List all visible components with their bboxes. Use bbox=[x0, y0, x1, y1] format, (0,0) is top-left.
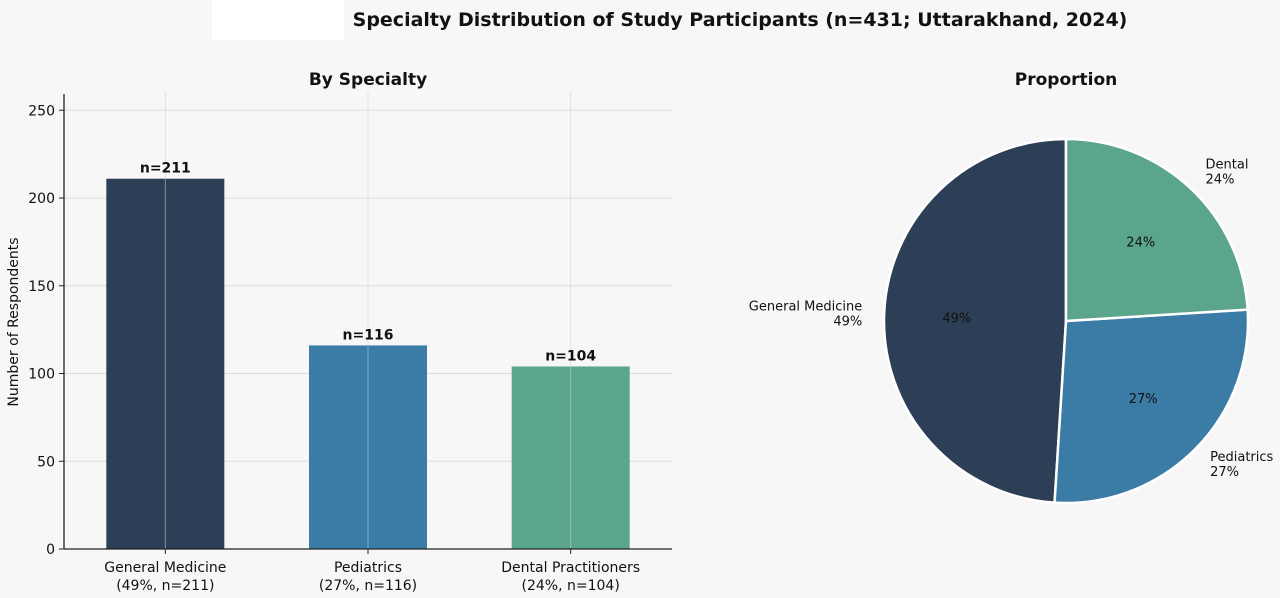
y-tick-label: 50 bbox=[37, 454, 55, 470]
y-tick-label: 250 bbox=[28, 103, 55, 119]
pie-outer-pct: 27% bbox=[1210, 465, 1239, 480]
pie-slice bbox=[1053, 308, 1250, 505]
pie-outer-label: Dental bbox=[1206, 157, 1249, 172]
pie-slice bbox=[882, 137, 1068, 504]
bar-chart: By Specialty Number of Respondents 0 50 10… bbox=[6, 70, 672, 594]
pie-labels: 49%General Medicine49%27%Pediatrics27%24… bbox=[749, 157, 1274, 480]
bar-xticks: General Medicine (49%, n=211) Pediatrics (2… bbox=[104, 549, 640, 594]
title-background-patch bbox=[212, 0, 344, 40]
bar-chart-ylabel: Number of Respondents bbox=[6, 237, 22, 406]
y-tick-label: 100 bbox=[28, 367, 55, 383]
bar-vgrid bbox=[164, 92, 572, 549]
pie-slice bbox=[1064, 137, 1249, 323]
bar-data-label: n=104 bbox=[545, 348, 596, 364]
pie-chart: Proportion 49%General Medicine49%27%Pedi… bbox=[749, 70, 1274, 505]
pie-pct-label: 24% bbox=[1126, 235, 1155, 250]
x-tick-sublabel: (24%, n=104) bbox=[522, 578, 620, 594]
y-tick-label: 200 bbox=[28, 191, 55, 207]
y-tick-label: 0 bbox=[46, 542, 55, 558]
bar-data-label: n=211 bbox=[140, 161, 191, 177]
x-tick-label: General Medicine bbox=[104, 560, 226, 576]
x-tick-label: Pediatrics bbox=[334, 560, 402, 576]
pie-outer-label: Pediatrics bbox=[1210, 450, 1273, 465]
pie-slices bbox=[882, 137, 1250, 505]
bar-yticks: 0 50 100 150 200 250 bbox=[28, 103, 64, 558]
bar-data-labels: n=211 n=116 n=104 bbox=[140, 161, 597, 365]
bar-data-label: n=116 bbox=[343, 327, 394, 343]
x-tick-sublabel: (27%, n=116) bbox=[319, 578, 417, 594]
x-tick-sublabel: (49%, n=211) bbox=[116, 578, 214, 594]
pie-outer-pct: 24% bbox=[1206, 172, 1235, 187]
pie-chart-title: Proportion bbox=[1015, 70, 1118, 90]
pie-pct-label: 27% bbox=[1129, 392, 1158, 407]
x-tick-label: Dental Practitioners bbox=[501, 560, 640, 576]
pie-outer-pct: 49% bbox=[833, 315, 862, 330]
pie-outer-label: General Medicine bbox=[749, 300, 862, 315]
figure-title: Specialty Distribution of Study Particip… bbox=[353, 9, 1128, 31]
bar-chart-title: By Specialty bbox=[309, 70, 427, 90]
pie-pct-label: 49% bbox=[942, 312, 971, 327]
y-tick-label: 150 bbox=[28, 279, 55, 295]
